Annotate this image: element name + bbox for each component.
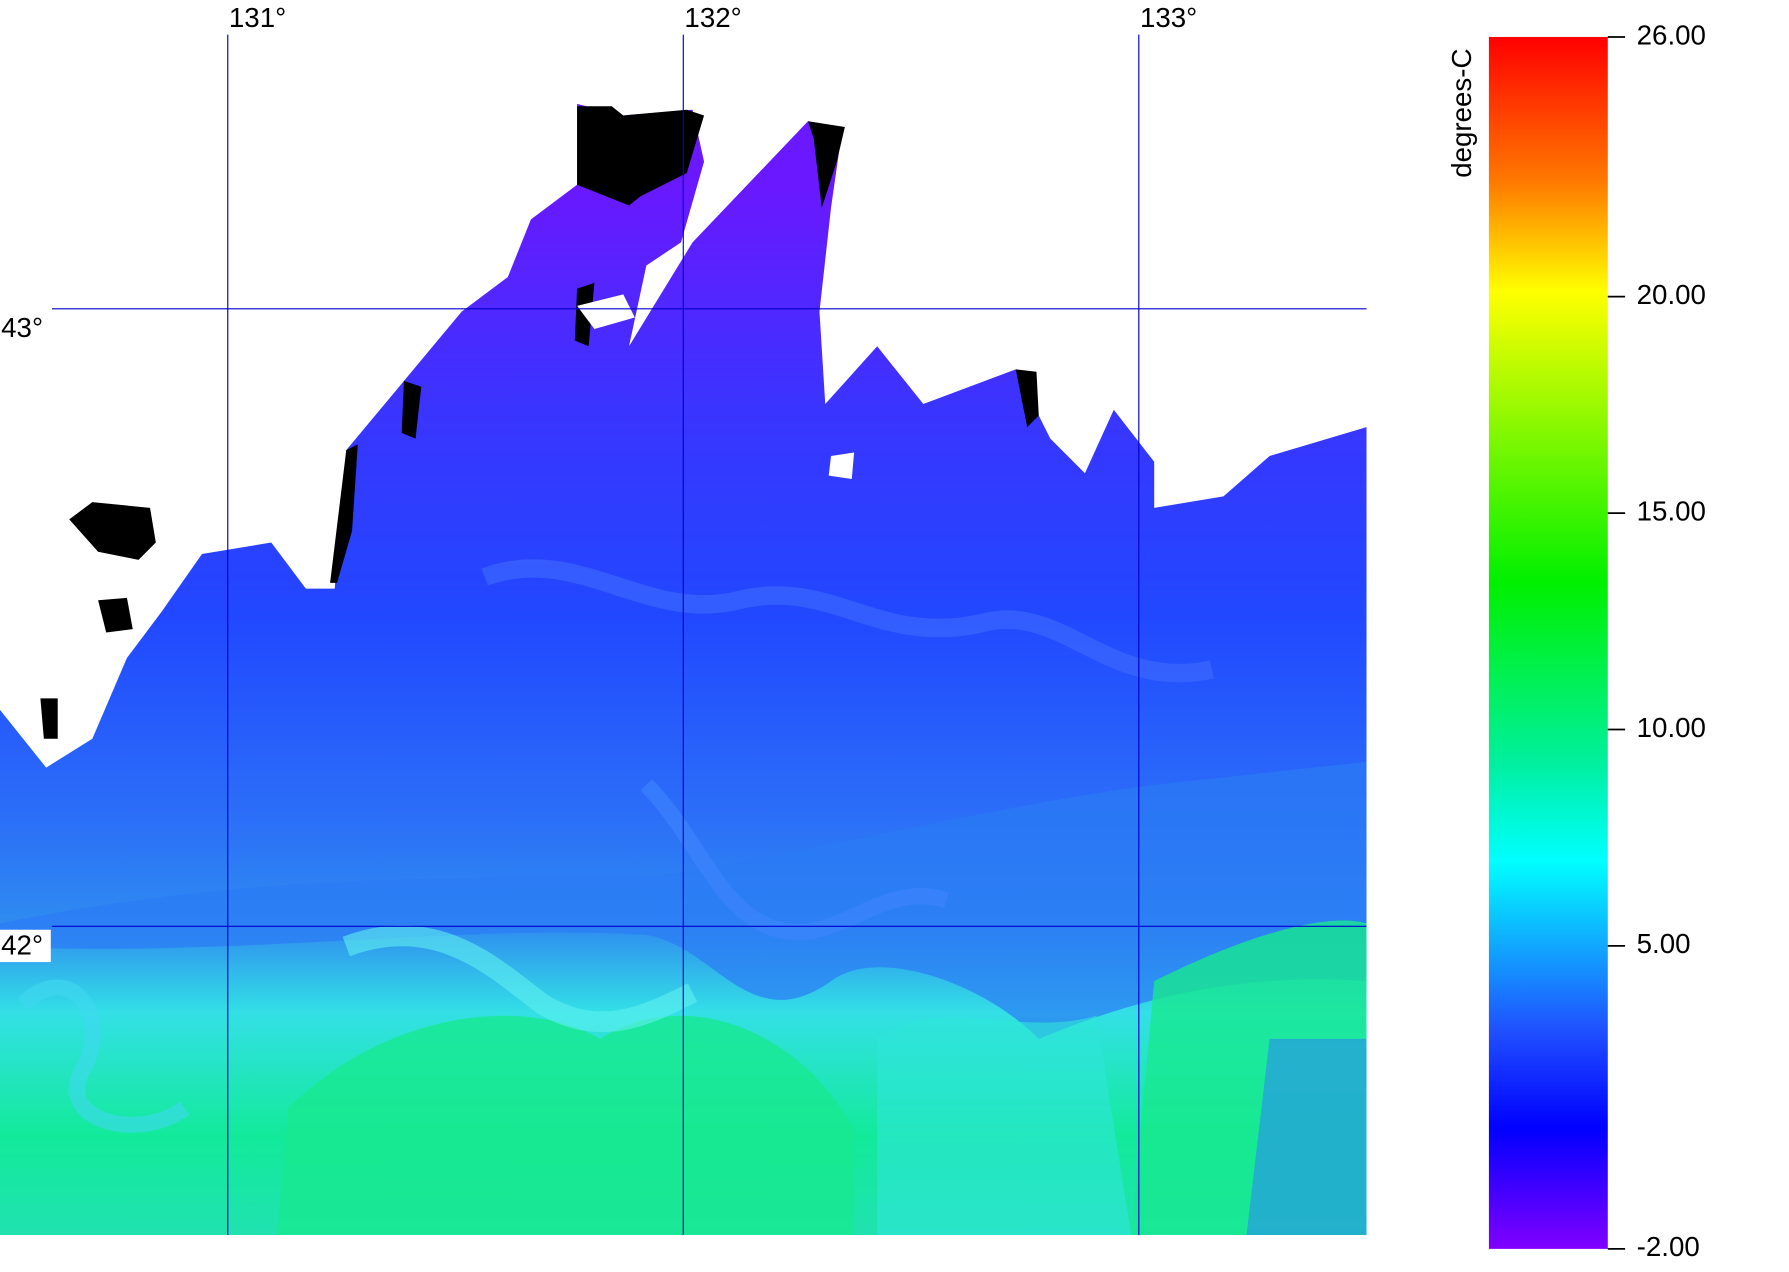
island — [98, 597, 133, 633]
water-mass — [877, 1015, 1132, 1236]
colorbar-label: degrees-C — [1446, 49, 1477, 178]
land — [0, 0, 1367, 768]
eddy — [481, 559, 1214, 683]
eddy — [17, 979, 190, 1133]
colorbar-tick-label: 15.00 — [1637, 495, 1706, 526]
eddy — [342, 925, 698, 1033]
lake — [577, 106, 705, 206]
latitude-label: 42° — [1, 929, 43, 960]
longitude-label: 132° — [684, 2, 741, 33]
latitude-label: 43° — [1, 312, 43, 343]
noisy-edge — [1246, 1038, 1367, 1236]
label-background — [0, 312, 51, 345]
colorbar-tick-label: 26.00 — [1637, 19, 1706, 50]
label-background — [0, 929, 51, 963]
island — [69, 502, 156, 560]
longitude-label: 131° — [229, 2, 286, 33]
water-mass — [277, 1015, 855, 1236]
eddy — [640, 779, 949, 941]
colorbar-tick-label: -2.00 — [1637, 1231, 1700, 1262]
colorbar-tick-label: 10.00 — [1637, 712, 1706, 743]
longitude-label: 133° — [1140, 2, 1197, 33]
colorbar-tick-label: 5.00 — [1637, 928, 1691, 959]
graticule — [51, 34, 1367, 1236]
island — [577, 294, 855, 480]
colorbar — [1488, 36, 1608, 1249]
colorbar-tick-label: 20.00 — [1637, 279, 1706, 310]
island — [40, 698, 58, 739]
